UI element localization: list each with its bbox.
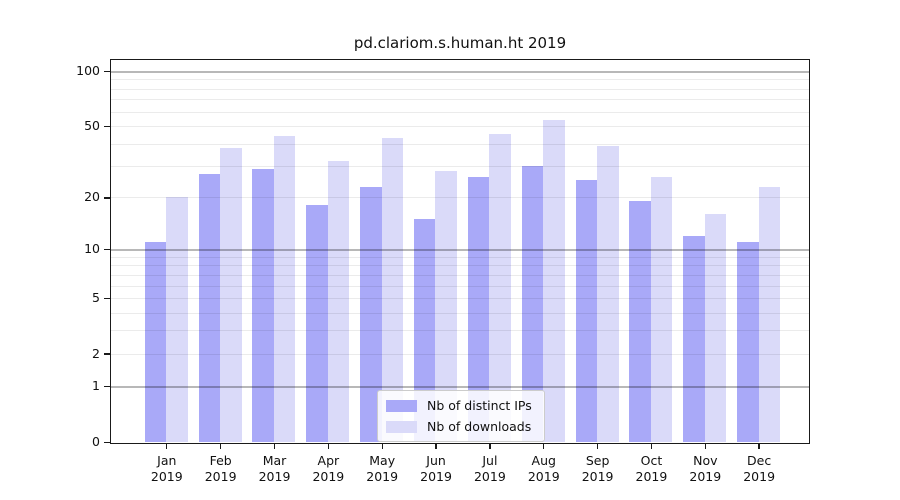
x-tick-label-mar: Mar 2019: [243, 453, 307, 484]
bar-nov-ips: [683, 235, 705, 442]
legend-swatch-downloads: [386, 420, 417, 433]
x-tick-label-sep: Sep 2019: [566, 453, 630, 484]
bar-may-ips: [360, 186, 382, 442]
y-tick-label-5: 5: [92, 289, 100, 305]
x-tick-mark-dec: [758, 444, 760, 449]
x-tick-mark-mar: [273, 444, 276, 449]
x-tick-year: 2019: [581, 468, 614, 484]
y-tick-label-2: 2: [92, 345, 100, 361]
y-tick-label-50: 50: [84, 118, 100, 134]
y-tick-label-0: 0: [92, 433, 100, 449]
bar-feb-downloads: [220, 147, 242, 442]
bar-may-downloads: [381, 137, 404, 442]
x-tick-year: 2019: [527, 468, 560, 484]
y-tick-mark: [104, 441, 110, 444]
legend-label-downloads: Nb of downloads: [427, 419, 532, 434]
x-tick-mark-sep: [596, 444, 599, 449]
bar-mar-downloads: [273, 136, 296, 442]
x-tick-mark-may: [381, 444, 383, 449]
y-tick-label-20: 20: [84, 189, 100, 205]
x-tick-year: 2019: [204, 468, 237, 484]
x-tick-year: 2019: [420, 468, 452, 484]
x-tick-mark-oct: [650, 444, 653, 449]
bar-jul-downloads: [489, 134, 511, 442]
bars-layer: [111, 60, 809, 443]
x-tick-label-aug: Aug 2019: [512, 453, 576, 484]
bar-dec-ips: [737, 242, 759, 442]
x-tick-label-apr: Apr 2019: [296, 453, 360, 484]
y-tick-label-100: 100: [76, 63, 100, 79]
y-tick-mark: [104, 197, 110, 199]
x-tick-label-jan: Jan 2019: [135, 453, 199, 484]
x-tick-label-dec: Dec 2019: [727, 453, 791, 484]
x-tick-label-nov: Nov 2019: [673, 453, 737, 484]
x-tick-mark-jun: [435, 444, 437, 449]
legend: Nb of distinct IPs Nb of downloads: [377, 390, 545, 442]
bar-jan-downloads: [166, 197, 188, 442]
y-tick-label-1: 1: [92, 378, 100, 394]
x-tick-mark-feb: [219, 444, 222, 449]
bar-feb-ips: [198, 174, 221, 442]
y-tick-mark: [104, 386, 110, 388]
x-tick-year: 2019: [312, 468, 345, 484]
legend-item-distinct-ips: Nb of distinct IPs: [386, 398, 532, 413]
x-tick-year: 2019: [258, 468, 291, 484]
bar-apr-ips: [306, 205, 328, 442]
x-tick-mark-nov: [704, 444, 706, 449]
bar-jan-ips: [144, 242, 167, 442]
legend-swatch-distinct-ips: [386, 399, 417, 412]
x-tick-mark-apr: [327, 444, 330, 449]
legend-label-distinct-ips: Nb of distinct IPs: [427, 398, 532, 413]
bar-sep-ips: [575, 180, 597, 442]
y-tick-mark: [104, 249, 110, 251]
x-tick-label-jul: Jul 2019: [458, 453, 522, 484]
bar-dec-downloads: [758, 186, 781, 442]
y-tick-mark: [104, 71, 110, 73]
bar-aug-ips: [521, 165, 544, 442]
legend-item-downloads: Nb of downloads: [386, 419, 532, 434]
x-tick-year: 2019: [689, 468, 722, 484]
bar-oct-downloads: [650, 177, 673, 442]
bar-sep-downloads: [597, 145, 619, 442]
x-tick-label-jun: Jun 2019: [404, 453, 468, 484]
x-tick-label-may: May 2019: [350, 453, 414, 484]
plot-area: Nb of distinct IPs Nb of downloads: [110, 59, 810, 444]
chart-title: pd.clariom.s.human.ht 2019: [353, 34, 567, 52]
x-tick-label-feb: Feb 2019: [189, 453, 253, 484]
bar-aug-downloads: [543, 119, 565, 442]
bar-nov-downloads: [704, 214, 727, 442]
bar-mar-ips: [252, 168, 274, 442]
bar-oct-ips: [629, 201, 651, 442]
x-tick-year: 2019: [150, 468, 183, 484]
x-tick-mark-aug: [543, 444, 545, 449]
y-tick-label-10: 10: [84, 241, 100, 257]
x-tick-mark-jul: [489, 444, 491, 449]
x-tick-year: 2019: [635, 468, 668, 484]
x-tick-label-oct: Oct 2019: [619, 453, 683, 484]
bar-jul-ips: [467, 177, 490, 442]
bar-apr-downloads: [327, 160, 350, 442]
y-tick-mark: [104, 353, 110, 355]
y-tick-mark: [104, 297, 110, 300]
x-tick-year: 2019: [366, 468, 399, 484]
x-tick-year: 2019: [743, 468, 776, 484]
bar-jun-downloads: [435, 171, 457, 442]
y-tick-mark: [104, 125, 110, 128]
x-tick-mark-jan: [166, 444, 168, 449]
bar-jun-ips: [413, 219, 436, 442]
x-tick-year: 2019: [473, 468, 506, 484]
